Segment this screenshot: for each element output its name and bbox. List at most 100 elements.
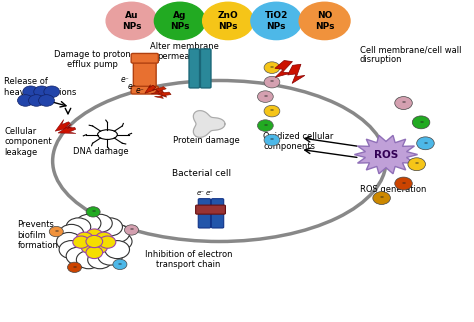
Circle shape (125, 225, 138, 235)
Polygon shape (193, 111, 225, 137)
Circle shape (64, 220, 124, 263)
Circle shape (76, 214, 101, 232)
Circle shape (86, 207, 100, 217)
Circle shape (98, 218, 122, 236)
Text: Release of
heavy metal ions: Release of heavy metal ions (4, 77, 77, 97)
Circle shape (73, 236, 90, 248)
Circle shape (49, 226, 64, 237)
Text: Alter membrane
permeability: Alter membrane permeability (150, 42, 219, 61)
Circle shape (105, 241, 129, 259)
Text: =: = (419, 120, 423, 125)
Circle shape (264, 62, 280, 73)
Text: Au
NPs: Au NPs (122, 11, 141, 31)
Circle shape (81, 241, 98, 253)
Circle shape (59, 224, 84, 242)
Circle shape (59, 241, 84, 259)
Circle shape (86, 246, 103, 259)
Circle shape (86, 229, 103, 241)
Circle shape (264, 105, 280, 117)
Text: Oxidized cellular
components: Oxidized cellular components (263, 132, 334, 151)
Polygon shape (288, 64, 305, 83)
Polygon shape (151, 87, 166, 94)
Text: =: = (270, 137, 274, 143)
Text: =: = (73, 265, 77, 270)
Circle shape (105, 224, 129, 242)
Text: e⁻: e⁻ (206, 190, 214, 196)
Text: =: = (401, 100, 406, 106)
Text: NO
NPs: NO NPs (315, 11, 334, 31)
Text: =: = (423, 141, 428, 146)
Circle shape (264, 134, 280, 146)
Circle shape (113, 259, 127, 270)
FancyBboxPatch shape (211, 199, 224, 228)
Circle shape (106, 2, 157, 40)
Text: Inhibition of electron
transport chain: Inhibition of electron transport chain (145, 250, 232, 269)
FancyBboxPatch shape (201, 49, 211, 88)
Circle shape (257, 120, 273, 131)
Text: =: = (118, 262, 122, 267)
Text: e⁻: e⁻ (120, 75, 129, 84)
FancyBboxPatch shape (189, 49, 200, 88)
Circle shape (98, 247, 122, 265)
Text: =: = (263, 94, 267, 99)
Circle shape (203, 2, 254, 40)
Circle shape (88, 214, 112, 232)
Circle shape (66, 247, 91, 265)
FancyBboxPatch shape (133, 59, 156, 92)
Circle shape (408, 158, 426, 171)
Circle shape (28, 95, 44, 106)
FancyBboxPatch shape (196, 205, 226, 214)
Circle shape (96, 232, 112, 244)
Text: e⁻: e⁻ (127, 81, 136, 90)
Circle shape (155, 2, 205, 40)
Circle shape (88, 251, 112, 269)
FancyBboxPatch shape (131, 53, 158, 63)
Text: Cellular
component
leakage: Cellular component leakage (4, 127, 52, 156)
Polygon shape (275, 61, 292, 77)
Text: ROS: ROS (374, 149, 398, 160)
Circle shape (38, 95, 55, 106)
Text: Cell membrane/cell wall
disruption: Cell membrane/cell wall disruption (360, 45, 461, 64)
Text: =: = (129, 227, 134, 232)
Circle shape (56, 232, 81, 251)
Circle shape (257, 91, 273, 102)
Circle shape (412, 116, 430, 129)
Text: Protein damage: Protein damage (173, 136, 239, 145)
Text: ROS generation: ROS generation (360, 185, 426, 194)
Polygon shape (145, 85, 156, 93)
Circle shape (264, 76, 280, 88)
Circle shape (251, 2, 302, 40)
Circle shape (66, 218, 91, 236)
Circle shape (76, 251, 101, 269)
Polygon shape (55, 119, 72, 131)
Text: Damage to proton
efflux pump: Damage to proton efflux pump (54, 50, 130, 69)
FancyBboxPatch shape (198, 199, 210, 228)
Circle shape (67, 262, 82, 272)
Circle shape (299, 2, 350, 40)
Text: Ag
NPs: Ag NPs (170, 11, 190, 31)
Text: Bacterial cell: Bacterial cell (172, 169, 231, 178)
Text: =: = (270, 65, 274, 70)
Circle shape (23, 86, 38, 98)
Circle shape (395, 97, 412, 109)
Polygon shape (355, 135, 418, 174)
Text: e⁻: e⁻ (136, 86, 145, 95)
Text: =: = (91, 209, 95, 214)
Text: =: = (415, 162, 419, 167)
Polygon shape (155, 89, 166, 97)
Circle shape (86, 235, 103, 248)
Text: =: = (270, 80, 274, 85)
Text: Prevents
biofilm
formation: Prevents biofilm formation (18, 220, 58, 250)
Circle shape (18, 95, 33, 106)
Text: =: = (263, 123, 267, 128)
Text: =: = (401, 181, 406, 186)
Circle shape (395, 177, 412, 190)
Text: =: = (54, 229, 58, 234)
Circle shape (417, 137, 434, 150)
Text: TiO2
NPs: TiO2 NPs (264, 11, 288, 31)
Polygon shape (155, 92, 171, 99)
Circle shape (99, 236, 116, 248)
Circle shape (108, 232, 132, 251)
Text: =: = (270, 109, 274, 114)
Polygon shape (58, 124, 76, 133)
